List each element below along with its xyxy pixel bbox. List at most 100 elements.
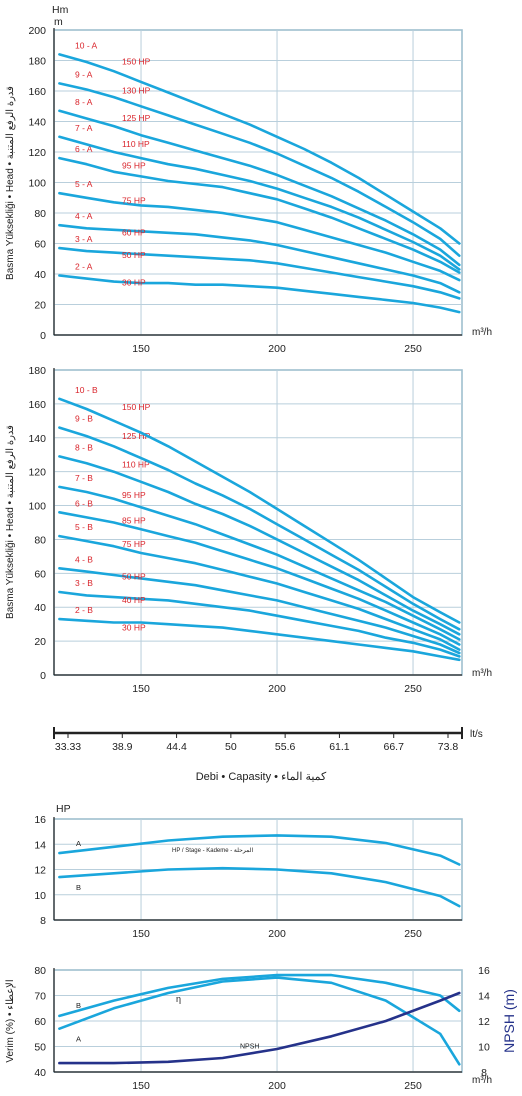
head-a-hp-label: 75 HP xyxy=(122,195,146,205)
power-series-label: A xyxy=(76,839,81,848)
npsh-curve-label: NPSH xyxy=(240,1044,259,1051)
flow-axis-caption: Debi • Capasity • كمية الماء xyxy=(196,771,327,783)
head-a-y-tick-label: 100 xyxy=(28,178,46,190)
flow-scale-unit: lt/s xyxy=(470,729,483,740)
head-a-hp-label: 50 HP xyxy=(122,250,146,260)
head-b-hp-label: 30 HP xyxy=(122,622,146,632)
head-b-y-tick-label: 20 xyxy=(34,636,46,648)
head-a-y-title: Basma Yüksekliği • Head • قدرة الرفع الم… xyxy=(5,86,16,280)
head-b-y-tick-label: 100 xyxy=(28,501,46,513)
head-b-stage-label: 9 - B xyxy=(75,414,93,424)
head-b-stage-label: 10 - B xyxy=(75,385,98,395)
head-b-frame xyxy=(53,369,463,676)
power-y-unit: HP xyxy=(56,803,71,815)
head-b-x-tick-label: 150 xyxy=(132,683,150,695)
power-series-label: B xyxy=(76,883,81,892)
head-b-hp-label: 85 HP xyxy=(122,516,146,526)
head-a-stage-label: 7 - A xyxy=(75,123,93,133)
head-a-stage-label: 8 - A xyxy=(75,97,93,107)
power-x-tick-label: 200 xyxy=(268,928,286,940)
eff-series-label: B xyxy=(76,1001,81,1010)
eff-x-tick-label: 150 xyxy=(132,1080,150,1092)
head-b-hp-label: 40 HP xyxy=(122,595,146,605)
flow-scale-tick-label: 33.33 xyxy=(55,741,81,753)
eff-y-title-right: NPSH (m) xyxy=(501,989,517,1053)
head-a-x-tick-label: 200 xyxy=(268,343,286,355)
head-b-series-line-2 xyxy=(58,566,461,655)
power-series-line-1 xyxy=(58,866,461,908)
power-y-tick-label: 8 xyxy=(40,915,46,927)
eff-y-tick-label: 70 xyxy=(34,991,46,1003)
flow-scale-tick-label: 66.7 xyxy=(383,741,404,753)
head-b-y-tick-label: 140 xyxy=(28,433,46,445)
flow-scale-tick-label: 38.9 xyxy=(112,741,133,753)
head-b-y-tick-label: 160 xyxy=(28,399,46,411)
head-b-series-line-0 xyxy=(58,617,461,662)
power-annotation: HP / Stage - Kademe - المرحلة xyxy=(172,847,253,854)
eff-series-line-0 xyxy=(58,976,461,1066)
head-b-x-unit: m³/h xyxy=(472,668,492,679)
head-a-y-tick-label: 80 xyxy=(34,208,46,220)
eff-y-right-tick-label: 16 xyxy=(478,965,490,977)
head-b-series-line-1 xyxy=(58,590,461,658)
power-x-tick-label: 150 xyxy=(132,928,150,940)
head-a-y-tick-label: 0 xyxy=(40,330,46,342)
head-b-series-line-5 xyxy=(58,485,461,641)
head-b-stage-label: 3 - B xyxy=(75,578,93,588)
head-a-hp-label: 95 HP xyxy=(122,160,146,170)
head-a-stage-label: 3 - A xyxy=(75,234,93,244)
head-b-x-tick-label: 200 xyxy=(268,683,286,695)
head-b-y-tick-label: 60 xyxy=(34,568,46,580)
power-y-tick-label: 10 xyxy=(34,890,46,902)
head-b-stage-label: 8 - B xyxy=(75,442,93,452)
head-a-series-line-6 xyxy=(58,109,461,267)
flow-scale: 33.33 38.9 44.4 50 55.6 61.1 66.7 73.8 lt/s Debi … xyxy=(53,727,483,783)
head-b-hp-label: 150 HP xyxy=(122,402,151,412)
flow-scale-tick-label: 61.1 xyxy=(329,741,350,753)
head-a-stage-label: 4 - A xyxy=(75,211,93,221)
head-a-y-tick-label: 140 xyxy=(28,117,46,129)
head-a-stage-label: 2 - A xyxy=(75,262,93,272)
head-b-stage-label: 2 - B xyxy=(75,605,93,615)
eff-y-tick-label: 50 xyxy=(34,1042,46,1054)
head-a-hp-label: 150 HP xyxy=(122,57,151,67)
head-b-stage-label: 5 - B xyxy=(75,522,93,532)
head-a-hp-label: 125 HP xyxy=(122,113,151,123)
head-a-unit-hm: Hm xyxy=(52,4,69,16)
power-x-tick-label: 250 xyxy=(404,928,422,940)
head-b-y-tick-label: 120 xyxy=(28,467,46,479)
eff-series-line-2 xyxy=(58,991,461,1065)
head-a-stage-label: 10 - A xyxy=(75,40,98,50)
head-b-series-line-8 xyxy=(58,397,461,624)
power-series-line-0 xyxy=(58,834,461,866)
head-a-y-tick-label: 60 xyxy=(34,239,46,251)
head-chart-b: 150 200 250 0 20 40 60 80 100 120 140 160 180 2 - B 30… xyxy=(5,365,492,695)
head-a-y-tick-label: 160 xyxy=(28,86,46,98)
eff-series-label: A xyxy=(76,1035,81,1044)
eff-y-right-tick-label: 10 xyxy=(478,1042,490,1054)
head-b-hp-label: 50 HP xyxy=(122,571,146,581)
flow-scale-tick-label: 44.4 xyxy=(166,741,187,753)
head-b-y-tick-label: 180 xyxy=(28,365,46,377)
power-y-tick-label: 14 xyxy=(34,839,46,851)
head-a-hp-label: 60 HP xyxy=(122,227,146,237)
head-b-hp-label: 110 HP xyxy=(122,460,150,470)
head-a-series-line-3 xyxy=(58,191,461,282)
flow-scale-tick-label: 73.8 xyxy=(438,741,459,753)
head-b-series-line-7 xyxy=(58,426,461,631)
head-b-stage-label: 4 - B xyxy=(75,554,93,564)
head-a-stage-label: 5 - A xyxy=(75,179,93,189)
head-a-series-line-8 xyxy=(58,53,461,245)
eff-x-tick-label: 200 xyxy=(268,1080,286,1092)
eff-y-tick-label: 60 xyxy=(34,1016,46,1028)
head-a-x-tick-label: 150 xyxy=(132,343,150,355)
head-a-y-tick-label: 180 xyxy=(28,56,46,68)
head-a-x-tick-label: 250 xyxy=(404,343,422,355)
head-b-y-tick-label: 40 xyxy=(34,602,46,614)
head-b-hp-label: 125 HP xyxy=(122,431,151,441)
head-b-series-line-6 xyxy=(58,455,461,636)
head-a-x-unit: m³/h xyxy=(472,327,492,338)
eff-y-title-left: Verim (%) • الإعطاء xyxy=(5,979,16,1062)
eff-y-right-tick-label: 12 xyxy=(478,1016,490,1028)
